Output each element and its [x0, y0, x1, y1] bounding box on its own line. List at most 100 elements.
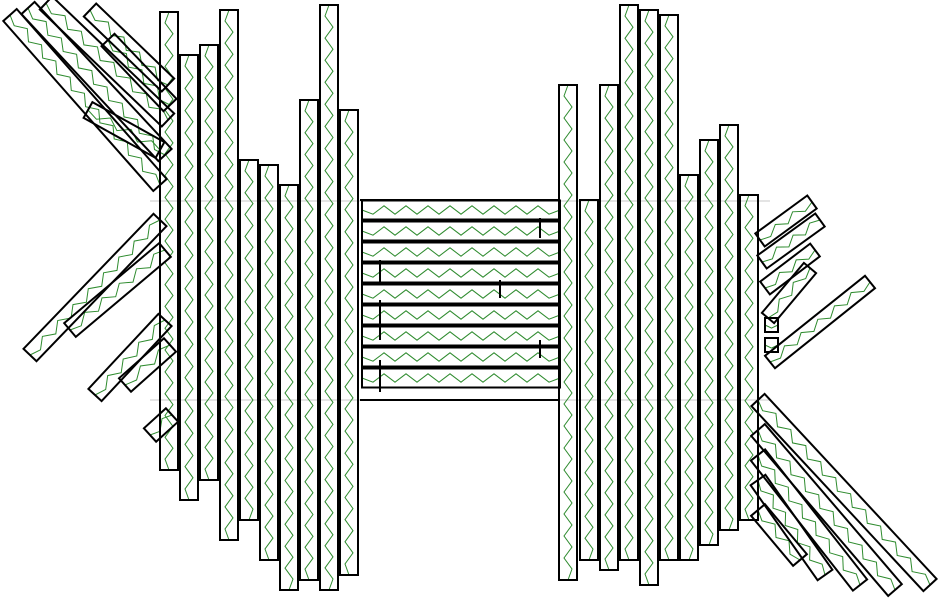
- corridor-wall: [1, 7, 169, 193]
- corridor-wall: [763, 274, 877, 370]
- corridor-wall: [219, 9, 239, 541]
- corridor-path: [744, 194, 754, 521]
- corridor-path: [724, 124, 734, 531]
- corridor-wall: [749, 392, 939, 593]
- corridor-path: [759, 201, 813, 241]
- corridor-path: [184, 54, 194, 501]
- corridor-path: [767, 267, 811, 319]
- corridor-wall: [361, 241, 561, 263]
- corridor-path: [361, 289, 561, 299]
- corridor-path: [361, 331, 561, 341]
- corridor-path: [324, 4, 334, 591]
- corridor-path: [204, 44, 214, 481]
- corridor-path: [361, 352, 561, 362]
- corridor-wall: [339, 109, 359, 576]
- corridor-path: [664, 14, 674, 561]
- corridor-path: [361, 205, 561, 215]
- corridor-wall: [38, 0, 176, 128]
- corridor-wall: [319, 4, 339, 591]
- corridor-wall: [142, 406, 180, 444]
- corridor-wall: [558, 84, 578, 581]
- corridor-wall: [749, 502, 809, 568]
- corridor-path: [29, 219, 161, 356]
- corridor-wall: [361, 262, 561, 284]
- corridor-wall: [764, 337, 779, 353]
- corridor-path: [644, 9, 654, 586]
- corridor-wall: [739, 194, 759, 521]
- corridor-wall: [361, 367, 561, 389]
- corridor-wall: [279, 184, 299, 591]
- corridor-path: [563, 84, 573, 581]
- corridor-wall: [361, 220, 561, 242]
- corridor-wall: [100, 32, 178, 113]
- corridor-path: [361, 247, 561, 257]
- corridor-path: [624, 4, 634, 561]
- corridor-path: [344, 109, 354, 576]
- path-layer: [9, 2, 931, 591]
- corridor-wall: [62, 241, 173, 339]
- corridor-wall: [579, 199, 599, 561]
- corridor-wall: [199, 44, 219, 481]
- corridor-wall: [259, 164, 279, 561]
- corridor-path: [764, 324, 779, 329]
- corridor-wall: [619, 4, 639, 561]
- corridor-wall: [117, 336, 178, 394]
- corridor-wall: [719, 124, 739, 531]
- corridor-wall: [179, 54, 199, 501]
- corridor-path: [9, 14, 161, 186]
- corridor-path: [757, 479, 826, 576]
- corridor-path: [704, 139, 714, 546]
- corridor-path: [361, 268, 561, 278]
- corridor-path: [89, 9, 169, 86]
- corridor-wall: [239, 159, 259, 521]
- corridor-path: [45, 2, 169, 121]
- corridor-path: [761, 219, 821, 263]
- corridor-path: [264, 164, 274, 561]
- corridor-path: [361, 226, 561, 236]
- corridor-wall: [361, 304, 561, 326]
- corridor-wall: [758, 242, 822, 296]
- corridor-wall: [699, 139, 719, 546]
- corridor-path: [757, 509, 801, 561]
- corridor-path: [764, 249, 816, 289]
- corridor-path: [69, 249, 166, 331]
- corridor-path: [604, 84, 614, 571]
- corridor-wall: [755, 212, 827, 270]
- corridor-path: [757, 454, 861, 586]
- corridor-wall: [82, 2, 176, 93]
- corridor-wall: [19, 0, 174, 163]
- corridor-wall: [361, 325, 561, 347]
- corridor-wall: [361, 283, 561, 305]
- corridor-path: [94, 319, 166, 396]
- corridor-wall: [749, 473, 834, 582]
- corridor-path: [769, 281, 871, 363]
- corridor-wall: [361, 199, 561, 221]
- corridor-wall: [760, 261, 818, 325]
- corridor-path: [757, 399, 931, 586]
- corridor-wall: [749, 447, 869, 593]
- corridor-path: [284, 184, 294, 591]
- corridor-wall: [82, 100, 166, 160]
- corridor-path: [757, 429, 896, 591]
- corridor-path: [224, 9, 234, 541]
- corridor-path: [27, 7, 166, 156]
- corridor-wall: [599, 84, 619, 571]
- corridor-wall: [764, 317, 779, 333]
- corridor-path: [304, 99, 314, 581]
- corridor-wall: [753, 194, 819, 248]
- corridor-wall: [159, 11, 179, 471]
- corridor-path: [244, 159, 254, 521]
- corridor-path: [584, 199, 594, 561]
- corridor-path: [684, 174, 694, 561]
- corridor-wall: [679, 174, 699, 561]
- corridor-wall: [749, 422, 904, 598]
- corridor-wall: [22, 212, 168, 363]
- corridor-path: [107, 39, 171, 106]
- corridor-path: [361, 310, 561, 320]
- corridor-wall: [299, 99, 319, 581]
- corridor-wall: [659, 14, 679, 561]
- corridor-wall: [639, 9, 659, 586]
